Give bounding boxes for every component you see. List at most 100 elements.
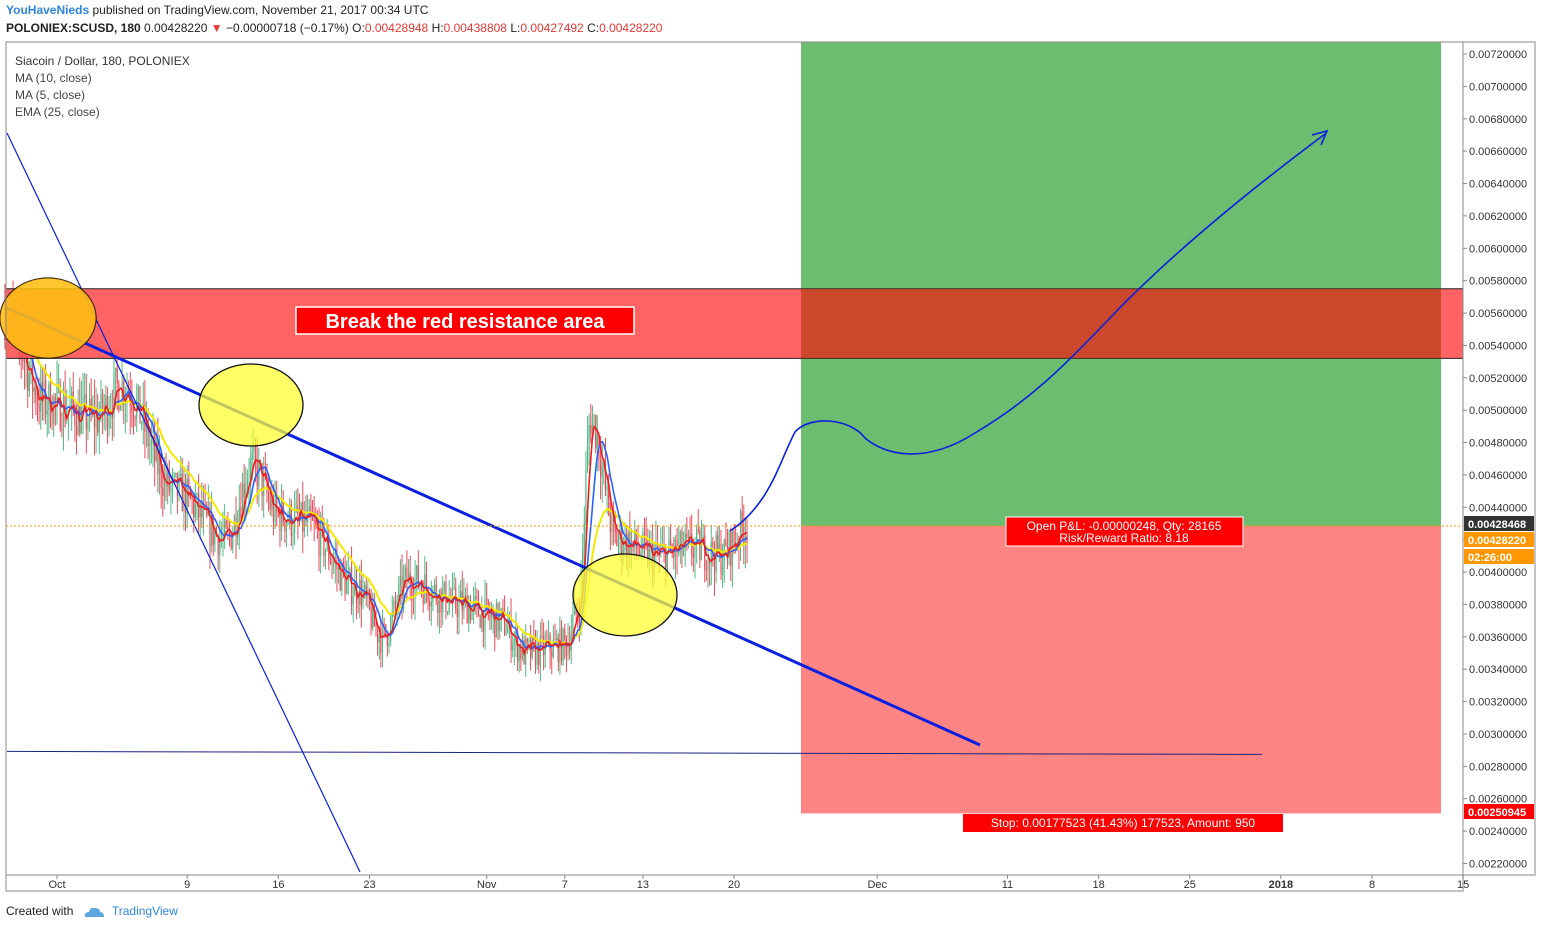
candle-body — [28, 373, 30, 392]
stop-info-box[interactable] — [963, 814, 1283, 832]
candle-body — [588, 424, 590, 440]
candle-body — [697, 529, 699, 531]
candle-body — [684, 533, 686, 548]
candle-body — [534, 639, 537, 665]
candle-body — [599, 460, 602, 477]
candle-body — [97, 411, 99, 433]
candle-body — [149, 443, 151, 446]
candle-body — [427, 588, 429, 602]
candle-body — [490, 615, 493, 620]
candle-body — [543, 635, 545, 656]
candle-body — [263, 472, 265, 496]
x-tick-label: 15 — [1457, 879, 1469, 891]
candle-body — [583, 522, 585, 550]
candle-body — [429, 601, 431, 607]
candle-body — [505, 633, 507, 635]
candle-body — [219, 538, 221, 556]
risk-reward-text: Risk/Reward Ratio: 8.18 — [1059, 531, 1189, 545]
legend-title: Siacoin / Dollar, 180, POLONIEX — [15, 54, 190, 68]
candle-body — [292, 532, 294, 536]
projection-curve[interactable] — [729, 133, 1326, 532]
position-info-box[interactable] — [1005, 516, 1244, 547]
candle-body — [635, 530, 637, 548]
candle-body — [74, 408, 76, 426]
candle-body — [692, 553, 694, 558]
x-tick-label: 23 — [363, 879, 375, 891]
candle-body — [746, 536, 748, 544]
candle-body — [349, 568, 351, 572]
candle-body — [368, 590, 371, 607]
candle-body — [147, 419, 149, 446]
candle-body — [447, 611, 449, 613]
candle-body — [489, 612, 491, 620]
candle-body — [53, 397, 55, 424]
footer: Created with TradingView — [6, 904, 178, 918]
candle-body — [710, 541, 712, 564]
candle-body — [616, 531, 618, 546]
candle-body — [390, 618, 392, 642]
candle-body — [54, 397, 56, 400]
candle-body — [302, 502, 304, 532]
candle-body — [645, 537, 647, 541]
price-axis[interactable] — [1462, 41, 1536, 876]
support-line[interactable] — [6, 750, 1263, 755]
candle-body — [731, 531, 734, 567]
candle-body — [679, 531, 681, 546]
candle-body — [154, 435, 156, 461]
candle-body — [84, 394, 86, 398]
candle-body — [443, 582, 445, 591]
loss-zone[interactable] — [801, 525, 1441, 814]
indicator-legend: Siacoin / Dollar, 180, POLONIEX MA (10, … — [15, 54, 190, 119]
candle-body — [471, 606, 473, 620]
resistance-label-box[interactable] — [295, 306, 635, 335]
candle-body — [276, 494, 278, 511]
candle-body — [518, 646, 520, 661]
y-tick-label: 0.00300000 — [1469, 729, 1527, 741]
highlight-ellipse[interactable] — [198, 363, 304, 447]
candle-body — [425, 574, 428, 589]
candle-body — [650, 543, 652, 546]
candle-body — [433, 584, 436, 589]
candle-body — [643, 532, 646, 538]
candle-body — [591, 418, 594, 435]
profit-zone[interactable] — [801, 42, 1441, 526]
candle-body — [62, 395, 65, 431]
candle-body — [482, 610, 485, 633]
candle-body — [261, 463, 263, 496]
candle-body — [565, 640, 568, 656]
author-link[interactable]: YouHaveNieds — [6, 3, 90, 17]
candle-body — [526, 638, 528, 642]
candle-body — [321, 519, 323, 524]
candle-body — [578, 617, 581, 623]
highlight-ellipse[interactable] — [572, 553, 678, 637]
candle-body — [46, 410, 48, 415]
tradingview-link[interactable]: TradingView — [111, 904, 178, 918]
y-tick-label: 0.00480000 — [1469, 438, 1527, 450]
candle-body — [743, 526, 745, 546]
candle-body — [398, 584, 400, 607]
candle-body — [240, 507, 242, 518]
descending-trendline[interactable] — [6, 306, 981, 747]
candle-body — [101, 393, 104, 416]
candle-body — [224, 520, 226, 535]
candle-body — [564, 629, 566, 641]
candle-body — [417, 565, 419, 588]
candle-body — [639, 551, 641, 555]
high-label: H: — [431, 21, 444, 35]
candle-body — [206, 505, 208, 516]
candle-body — [601, 465, 603, 477]
candle-body — [696, 529, 698, 544]
candle-body — [617, 540, 620, 546]
x-tick-label: 2018 — [1269, 879, 1293, 891]
steep-trendline[interactable] — [6, 132, 361, 873]
symbol-label: POLONIEX:SCUSD, 180 — [6, 21, 141, 35]
x-tick-label: Oct — [48, 879, 65, 891]
candle-body — [409, 572, 411, 589]
y-tick-label: 0.00540000 — [1469, 340, 1527, 352]
candle-body — [72, 391, 74, 409]
candle-body — [668, 539, 670, 551]
candle-body — [456, 608, 458, 618]
candle-body — [381, 623, 384, 654]
candle-body — [131, 406, 133, 413]
